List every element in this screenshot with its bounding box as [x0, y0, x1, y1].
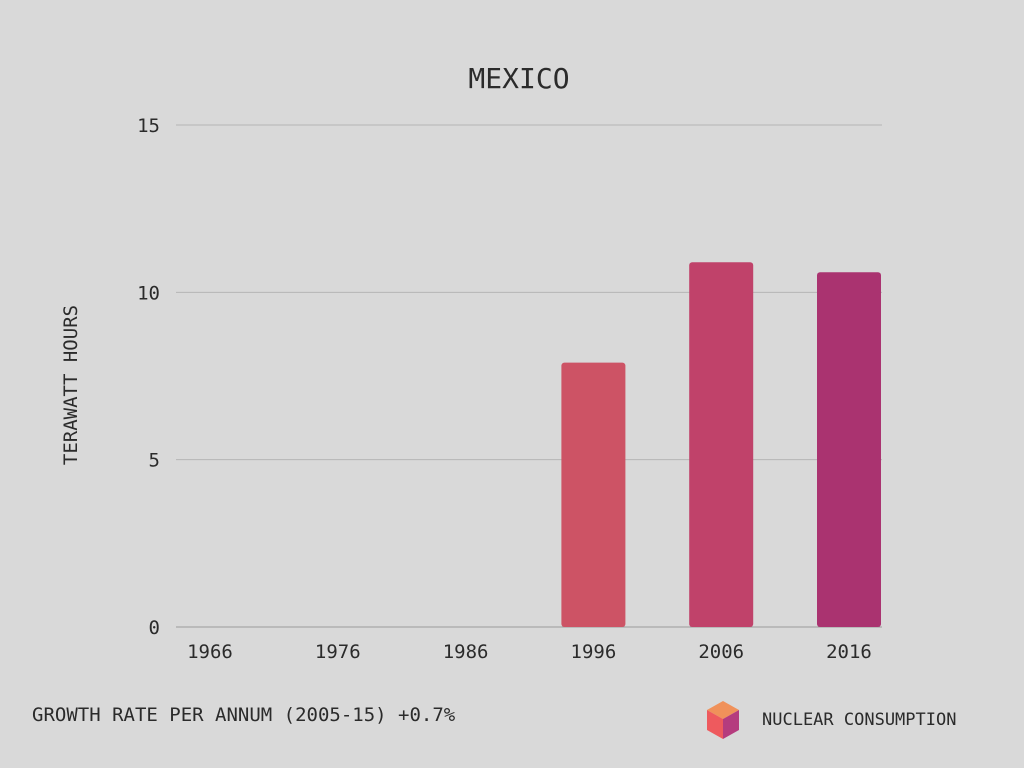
- brand: NUCLEAR CONSUMPTION: [706, 700, 956, 740]
- gridlines: [176, 124, 882, 628]
- y-axis-title: TERAWATT HOURS: [60, 305, 82, 465]
- chart-title: MEXICO: [468, 62, 569, 95]
- bar-1996: [561, 362, 626, 627]
- cube-logo-icon: [707, 701, 739, 739]
- y-axis-ticks: 0 5 10 15: [137, 115, 160, 639]
- y-tick-label: 5: [149, 450, 160, 472]
- bar-2016: [817, 272, 881, 627]
- bars: [561, 262, 881, 627]
- x-tick-label: 1966: [187, 641, 233, 663]
- bar-chart: MEXICO TERAWATT HOURS 0 5 10 15 1966 1976 198…: [60, 62, 882, 663]
- x-tick-label: 1986: [443, 641, 489, 663]
- x-axis-ticks: 1966 1976 1986 1996 2006 2016: [187, 641, 872, 663]
- y-tick-label: 10: [137, 282, 160, 304]
- x-tick-label: 1996: [571, 641, 617, 663]
- x-tick-label: 2006: [698, 641, 744, 663]
- brand-label: NUCLEAR CONSUMPTION: [762, 710, 957, 730]
- x-tick-label: 1976: [315, 641, 361, 663]
- growth-rate-note: GROWTH RATE PER ANNUM (2005-15) +0.7%: [32, 704, 456, 726]
- y-tick-label: 15: [137, 115, 160, 137]
- y-tick-label: 0: [149, 617, 160, 639]
- x-tick-label: 2016: [826, 641, 872, 663]
- bar-2006: [689, 262, 754, 627]
